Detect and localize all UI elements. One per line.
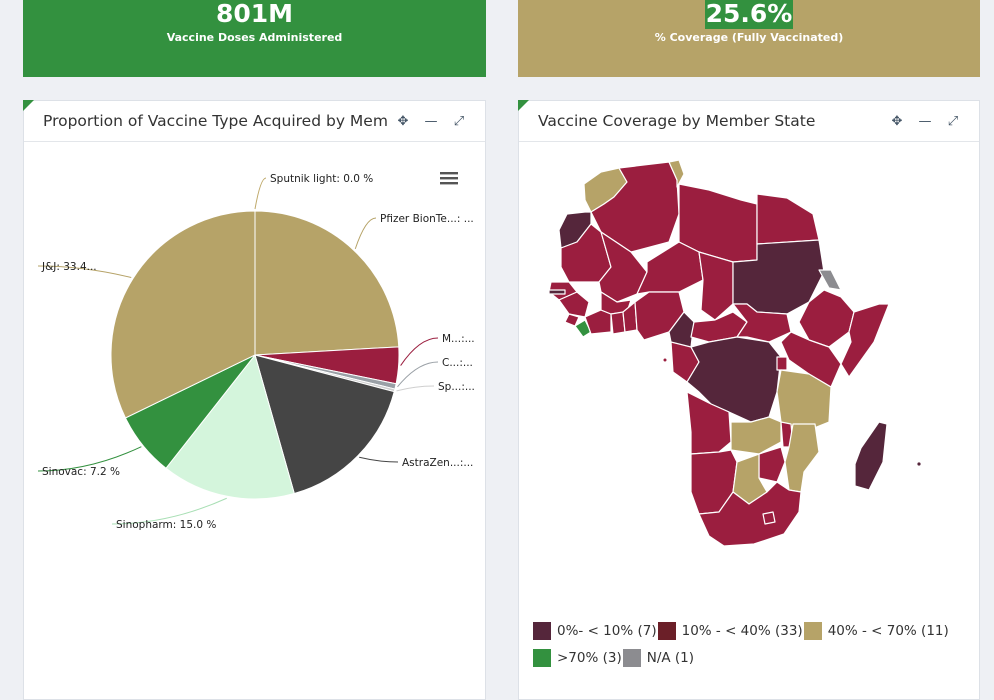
legend-item[interactable]: 40% - < 70% (11) xyxy=(803,620,949,642)
panel-header: Vaccine Coverage by Member State ✥ — ⤢ xyxy=(519,101,979,142)
map-region-lesotho[interactable] xyxy=(762,511,776,525)
map-region-madagascar[interactable] xyxy=(854,421,888,491)
pie-data-label: C...:... xyxy=(442,357,473,369)
map-region-sao-tome[interactable] xyxy=(663,358,667,362)
fullscreen-icon[interactable]: ⤢ xyxy=(947,113,959,129)
pie-data-label: Sinopharm: 15.0 % xyxy=(116,519,216,531)
pie-leader-line xyxy=(397,361,439,388)
pie-data-label: J&J: 33.4... xyxy=(41,261,97,273)
legend-item[interactable]: 10% - < 40% (33) xyxy=(657,620,803,642)
pie-data-label: M...:... xyxy=(442,333,475,345)
map-region-chad[interactable] xyxy=(698,251,734,321)
map-region-guinea[interactable] xyxy=(558,291,590,318)
legend-label: >70% (3) xyxy=(557,650,622,666)
map-region-somalia[interactable] xyxy=(840,303,890,378)
coverage-value: 25.6% xyxy=(704,0,794,29)
pie-leader-line xyxy=(359,456,399,463)
legend-item[interactable]: 0%- < 10% (7) xyxy=(533,620,657,642)
legend-swatch xyxy=(803,622,822,640)
legend-swatch xyxy=(533,622,551,640)
legend-swatch xyxy=(533,649,551,667)
coverage-stat-card: 25.6% % Coverage (Fully Vaccinated) xyxy=(518,0,980,77)
pie-leader-line xyxy=(396,385,435,392)
move-icon[interactable]: ✥ xyxy=(397,113,409,129)
doses-value: 801M xyxy=(215,0,294,28)
map-region-eritrea[interactable] xyxy=(818,269,842,291)
panel-title: Proportion of Vaccine Type Acquired by M… xyxy=(43,112,389,130)
map-region-south-africa[interactable] xyxy=(698,481,802,547)
map-region-mauritius[interactable] xyxy=(917,462,921,466)
legend-label: 0%- < 10% (7) xyxy=(557,623,657,639)
vaccine-type-panel: Proportion of Vaccine Type Acquired by M… xyxy=(23,100,486,700)
legend-item[interactable]: >70% (3) xyxy=(533,647,622,669)
pie-data-label: Sputnik light: 0.0 % xyxy=(270,173,373,185)
map-region-egypt[interactable] xyxy=(756,193,820,245)
legend-label: 40% - < 70% (11) xyxy=(827,623,949,639)
legend-label: 10% - < 40% (33) xyxy=(681,623,803,639)
map-region-niger[interactable] xyxy=(636,241,704,295)
pie-data-label: Sp...:... xyxy=(438,381,475,393)
pie-leader-line xyxy=(37,265,132,279)
map-region-zimbabwe[interactable] xyxy=(758,446,786,483)
legend-swatch xyxy=(657,622,676,640)
pie-leader-line xyxy=(400,337,439,366)
pie-slice[interactable] xyxy=(110,210,256,419)
map-region-south-sudan[interactable] xyxy=(732,303,792,343)
pie-data-label: Pfizer BionTe...: ... xyxy=(380,213,474,225)
pie-leader-line xyxy=(354,217,377,250)
legend-label: N/A (1) xyxy=(646,650,695,666)
pie-leader-line xyxy=(254,177,267,210)
legend-item[interactable]: N/A (1) xyxy=(622,647,695,669)
pie-slice[interactable] xyxy=(254,210,400,356)
pie-slice[interactable] xyxy=(254,354,395,495)
map-region-gambia[interactable] xyxy=(548,289,566,295)
pie-data-label: Sinovac: 7.2 % xyxy=(42,466,120,478)
minimize-icon[interactable]: — xyxy=(918,113,932,129)
map-region-zambia[interactable] xyxy=(730,416,782,455)
pie-leader-line xyxy=(37,446,142,472)
panel-title: Vaccine Coverage by Member State xyxy=(538,112,816,130)
map-region-rwanda[interactable] xyxy=(776,356,788,371)
minimize-icon[interactable]: — xyxy=(424,113,438,129)
coverage-map-panel: Vaccine Coverage by Member State ✥ — ⤢ xyxy=(518,100,980,700)
move-icon[interactable]: ✥ xyxy=(891,113,903,129)
map-region-tanzania[interactable] xyxy=(776,369,832,433)
legend-swatch xyxy=(622,649,641,667)
fullscreen-icon[interactable]: ⤢ xyxy=(453,113,465,129)
hamburger-menu-icon[interactable] xyxy=(440,172,458,185)
panel-corner-marker xyxy=(23,100,34,111)
pie-slice[interactable] xyxy=(165,353,295,500)
map-region-uganda-kenya[interactable] xyxy=(780,331,842,388)
map-region-ivory-coast[interactable] xyxy=(584,309,612,335)
panel-header: Proportion of Vaccine Type Acquired by M… xyxy=(24,101,485,142)
map-legend: 0%- < 10% (7) 10% - < 40% (33) 40% - < 70%… xyxy=(533,620,973,674)
pie-data-label: AstraZen...:... xyxy=(402,457,473,469)
panel-corner-marker xyxy=(518,100,529,111)
pie-chart: Sputnik light: 0.0 % Pfizer BionTe...: ..… xyxy=(37,172,475,531)
coverage-label: % Coverage (Fully Vaccinated) xyxy=(654,31,844,44)
pie-leader-line xyxy=(111,497,227,525)
map-region-tunisia[interactable] xyxy=(668,159,685,188)
doses-stat-card: 801M Vaccine Doses Administered xyxy=(23,0,486,77)
doses-label: Vaccine Doses Administered xyxy=(166,31,343,44)
map-region-angola[interactable] xyxy=(686,391,732,455)
africa-map[interactable] xyxy=(519,142,980,562)
